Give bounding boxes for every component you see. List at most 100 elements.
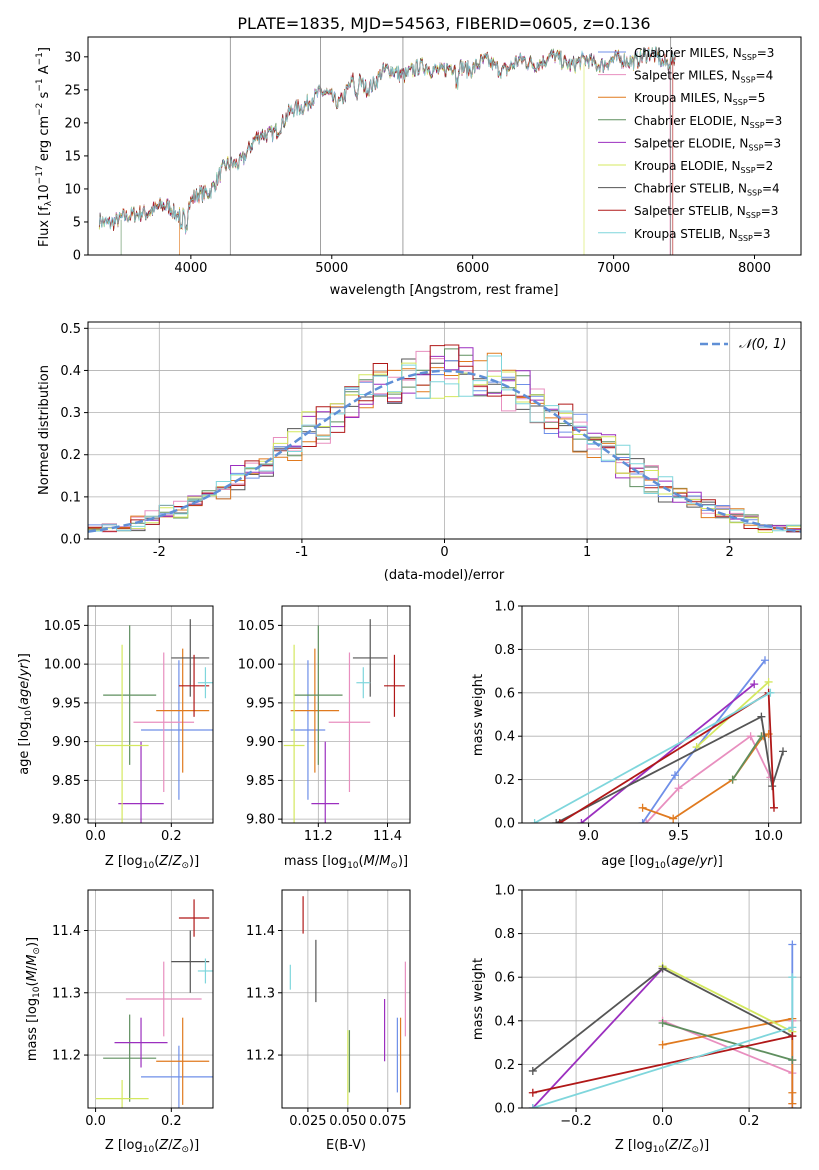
axes-frame: -2 -1 0 1 2 0.0 0.1 0.2 0.3 0.4 0.5: [60, 321, 802, 560]
axes-border: [521, 605, 802, 824]
weight-marker: [750, 680, 759, 689]
weight-line: [555, 715, 784, 823]
weight-line: [532, 967, 664, 1108]
age-massweight-xlabel: age [log10(age/yr)]: [601, 854, 723, 871]
axes-border: [281, 889, 411, 1109]
x-tick-label: 9.0: [578, 829, 599, 844]
weight-marker: [577, 819, 586, 823]
y-tick-label: 9.80: [246, 813, 275, 828]
y-tick-label: 0.8: [494, 927, 515, 942]
x-tick-label: 6000: [456, 261, 489, 276]
spectrum-line: [98, 47, 676, 234]
spectrum-line: [98, 47, 676, 255]
y-tick-label: 0: [73, 249, 81, 264]
legend-label: Kroupa ELODIE, NSSP=2: [634, 159, 773, 175]
legend-label: Kroupa STELIB, NSSP=3: [634, 227, 771, 243]
plot-area: [530, 656, 787, 823]
x-tick-label: 8000: [738, 261, 771, 276]
weight-marker: [671, 771, 679, 780]
weight-marker: [528, 1066, 537, 1075]
weight-marker: [555, 819, 564, 823]
residual-legend: 𝒩(0, 1): [700, 337, 786, 352]
x-tick-label: -1: [295, 545, 308, 560]
y-tick-label: 0.6: [494, 971, 515, 986]
axes-frame: 0.025 0.050 0.075 11.2 11.3 11.4: [246, 889, 411, 1129]
weight-marker: [638, 803, 647, 812]
plot-area: [98, 37, 676, 255]
weight-marker: [770, 803, 778, 812]
y-tick-label: 10: [64, 182, 81, 197]
weight-marker: [642, 819, 651, 823]
z-mass-panel: 0.0 0.2 11.2 11.3 11.4 Z [log10(Z/Z⊙)] mass …: [25, 889, 214, 1155]
ebv-mass-panel: 0.025 0.050 0.075 11.2 11.3 11.4 E(B-V): [246, 889, 411, 1153]
axes-border: [87, 36, 802, 256]
x-tick-label: 5000: [315, 261, 348, 276]
x-tick-label: 0.2: [161, 829, 182, 844]
weight-marker: [669, 814, 678, 823]
x-tick-label: 0.0: [85, 1114, 106, 1129]
axes-border: [87, 605, 214, 824]
weight-marker: [766, 688, 775, 697]
weight-line: [645, 734, 772, 823]
y-tick-label: 0.5: [60, 322, 81, 337]
y-tick-label: 9.90: [52, 735, 81, 750]
x-tick-label: 0.050: [329, 1114, 366, 1129]
plot-area: [95, 899, 213, 1108]
weight-marker: [530, 819, 539, 823]
z-massweight-xlabel: Z [log10(Z/Z⊙)]: [615, 1138, 709, 1155]
y-tick-label: 1.0: [494, 884, 515, 899]
x-tick-label: 1: [583, 545, 591, 560]
x-tick-label: 0.075: [369, 1114, 406, 1129]
residual-xlabel: (data-model)/error: [384, 568, 505, 583]
y-tick-label: 0.2: [60, 448, 81, 463]
weight-marker: [746, 732, 755, 741]
legend-label: Salpeter STELIB, NSSP=3: [634, 204, 778, 220]
x-tick-label: 0.2: [161, 1114, 182, 1129]
x-tick-label: 0.2: [739, 1114, 760, 1129]
spectrum-xlabel: wavelength [Angstrom, rest frame]: [330, 283, 559, 298]
z-mass-xlabel: Z [log10(Z/Z⊙)]: [105, 1138, 199, 1155]
y-tick-label: 0.0: [60, 533, 81, 548]
legend-label: Salpeter ELODIE, NSSP=3: [634, 136, 781, 152]
plot-area: [95, 619, 213, 823]
weight-marker: [788, 973, 797, 982]
x-tick-label: 0.0: [85, 829, 106, 844]
x-tick-label: 0.025: [289, 1114, 326, 1129]
y-tick-label: 1.0: [494, 600, 515, 615]
spectrum-line: [98, 46, 676, 234]
spectrum-line: [98, 46, 676, 234]
spectrum-line: [98, 46, 676, 232]
x-tick-label: 11.4: [373, 829, 402, 844]
weight-marker: [658, 1018, 667, 1027]
age-massweight-panel: 9.0 9.5 10.0 0.0 0.2 0.4 0.6 0.8 1.0 age [log10(…: [471, 600, 802, 871]
y-tick-label: 0.1: [60, 490, 81, 505]
axes-border: [281, 605, 411, 824]
plot-area: [528, 940, 797, 1108]
weight-line: [532, 1035, 793, 1094]
weight-marker: [658, 1040, 667, 1049]
spectrum-line: [98, 47, 676, 255]
x-tick-label: 11.2: [304, 829, 333, 844]
y-tick-label: 30: [64, 50, 81, 65]
y-tick-label: 10.05: [238, 619, 275, 634]
y-tick-label: 0.6: [494, 686, 515, 701]
axes-border: [87, 889, 214, 1109]
y-tick-label: 11.3: [52, 986, 81, 1001]
mass-age-panel: 11.2 11.4 9.80 9.85 9.90 9.95 10.00 10.05 mass …: [238, 605, 411, 871]
weight-marker: [788, 1056, 797, 1065]
spectrum-panel: 4000 5000 6000 7000 8000 0 5 10 15 20 25 30 wavelen…: [35, 36, 802, 298]
axes-frame: 11.2 11.4 9.80 9.85 9.90 9.95 10.00 10.05: [238, 605, 411, 844]
spectrum-line: [98, 47, 676, 255]
y-tick-label: 9.85: [246, 774, 275, 789]
x-tick-label: 0.0: [652, 1114, 673, 1129]
x-tick-label: 2: [726, 545, 734, 560]
weight-line: [662, 965, 793, 1033]
weight-line: [662, 1017, 794, 1104]
y-tick-label: 11.2: [246, 1049, 275, 1064]
z-age-xlabel: Z [log10(Z/Z⊙)]: [105, 854, 199, 871]
x-tick-label: −0.2: [560, 1114, 592, 1129]
weight-marker: [788, 1099, 797, 1108]
y-tick-label: 0.2: [494, 773, 515, 788]
weight-marker: [552, 819, 561, 823]
